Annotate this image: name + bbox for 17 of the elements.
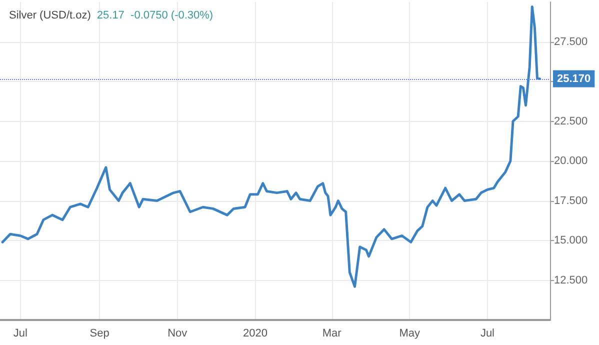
line-series: [1, 6, 542, 288]
y-tick-label: 17.500: [554, 194, 588, 207]
y-tick-label: 20.000: [554, 155, 588, 167]
ref-line-label: 25.170: [557, 72, 591, 85]
y-tick-label: 12.500: [554, 274, 588, 286]
x-tick-label: 2020: [242, 328, 268, 340]
x-tick-label: Mar: [322, 328, 342, 340]
x-tick-label: May: [399, 328, 421, 340]
annotation: 25.17 -0.0750 (-0.30%): [96, 10, 214, 22]
y-tick-label: 27.500: [554, 36, 588, 48]
x-tick-label: Sep: [90, 328, 110, 340]
text: Silver (USD/t.oz): [9, 10, 91, 22]
x-tick-label: Jul: [480, 328, 494, 340]
y-tick-label: 15.000: [554, 234, 588, 246]
x-tick-label: Jul: [13, 328, 28, 340]
x-tick-label: Nov: [168, 328, 188, 340]
y-tick-label: 22.500: [554, 115, 588, 128]
